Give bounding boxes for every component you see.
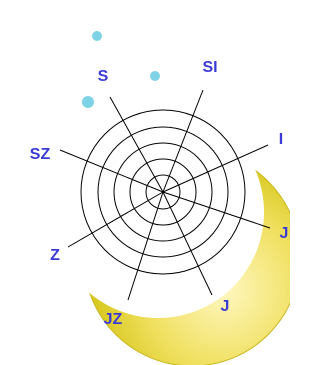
direction-label: I xyxy=(279,131,283,148)
snowflakes xyxy=(65,14,174,128)
direction-label: J xyxy=(221,298,230,315)
compass-scene: S SI I J J JZ Z SZ xyxy=(0,0,290,365)
direction-label: JZ xyxy=(104,311,123,328)
direction-label: SI xyxy=(202,59,217,76)
direction-label: J xyxy=(280,225,289,242)
direction-label: S xyxy=(98,68,109,85)
direction-label: Z xyxy=(50,247,60,264)
direction-label: SZ xyxy=(30,146,51,163)
